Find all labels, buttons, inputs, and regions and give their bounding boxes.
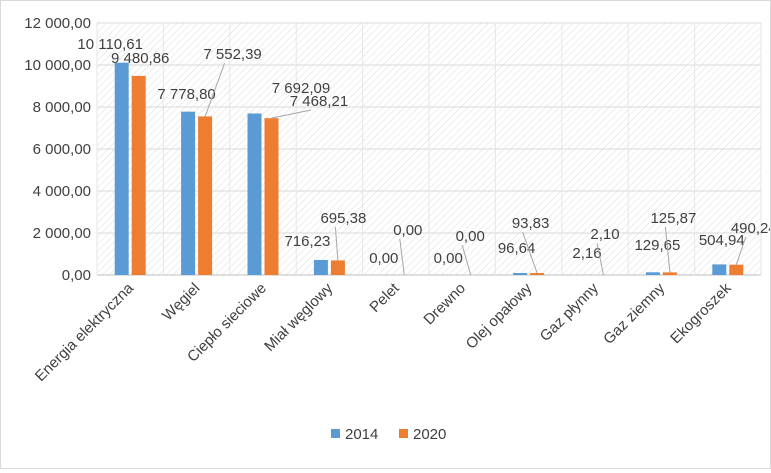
plot-area: 0,00 2 000,00 4 000,00 6 000,00 8 000,00 10 0… — [24, 15, 770, 385]
y-tick-label: 6 000,00 — [33, 141, 91, 158]
bar-2020-8 — [663, 272, 677, 275]
legend-label-2020: 2020 — [413, 426, 446, 443]
data-label-2014: 716,23 — [284, 233, 330, 250]
y-tick-label: 10 000,00 — [24, 57, 91, 74]
bar-2014-8 — [646, 272, 660, 275]
data-label-2020: 490,24 — [731, 220, 770, 237]
data-label-2020: 2,10 — [590, 226, 619, 243]
x-tick-label: Miał węglowy — [261, 279, 336, 354]
data-label-2020: 7 468,21 — [290, 93, 348, 110]
data-label-2014: 96,64 — [498, 240, 536, 257]
bar-2014-3 — [314, 260, 328, 275]
data-label-2014: 2,16 — [572, 245, 601, 262]
data-label-2020: 9 480,86 — [111, 50, 169, 67]
data-label-2014: 0,00 — [369, 250, 398, 267]
bar-2020-1 — [198, 116, 212, 275]
bar-2020-3 — [331, 260, 345, 275]
bar-2020-9 — [729, 265, 743, 275]
bar-2014-2 — [248, 113, 262, 275]
y-tick-label: 2 000,00 — [33, 225, 91, 242]
x-tick-label: Drewno — [420, 280, 469, 329]
data-label-2020: 7 552,39 — [203, 46, 261, 63]
x-tick-label: Olej opałowy — [463, 279, 536, 352]
y-tick-label: 0,00 — [62, 267, 91, 284]
data-label-2020: 125,87 — [650, 210, 696, 227]
bar-2014-9 — [712, 264, 726, 275]
bar-2014-6 — [513, 273, 527, 275]
x-tick-label: Pelet — [366, 279, 403, 316]
data-label-2014: 129,65 — [634, 237, 680, 254]
legend-swatch-2014 — [331, 429, 340, 438]
x-tick-label: Ekogroszek — [667, 279, 735, 347]
legend-swatch-2020 — [399, 429, 408, 438]
x-tick-label: Gaz ziemny — [600, 279, 668, 347]
legend: 2014 2020 — [331, 426, 446, 443]
y-tick-label: 8 000,00 — [33, 99, 91, 116]
data-label-2020: 93,83 — [512, 215, 550, 232]
data-label-2020: 0,00 — [456, 228, 485, 245]
bar-2020-6 — [530, 273, 544, 275]
x-tick-label: Energia elektryczna — [32, 279, 138, 385]
x-tick-label: Węgiel — [159, 280, 203, 324]
x-tick-label: Gaz płynny — [537, 279, 602, 344]
bar-2020-0 — [132, 76, 146, 275]
bar-2020-2 — [265, 118, 279, 275]
bar-2014-1 — [181, 112, 195, 275]
data-label-2014: 0,00 — [434, 250, 463, 267]
data-label-2020: 695,38 — [320, 210, 366, 227]
data-label-2014: 7 778,80 — [157, 86, 215, 103]
legend-label-2014: 2014 — [345, 426, 378, 443]
data-label-2020: 0,00 — [393, 222, 422, 239]
y-tick-label: 4 000,00 — [33, 183, 91, 200]
y-tick-label: 12 000,00 — [24, 15, 91, 32]
bar-2014-0 — [115, 63, 129, 275]
